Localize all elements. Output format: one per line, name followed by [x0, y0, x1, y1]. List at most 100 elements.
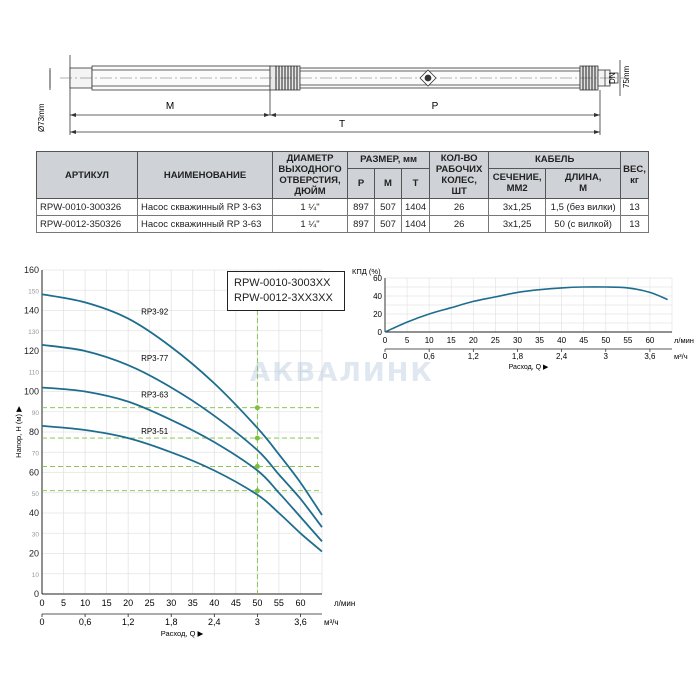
header-outlet-line: ДИАМЕТР	[286, 153, 334, 164]
x-tick-label: 60	[295, 598, 305, 608]
x-tick-label: 35	[535, 336, 544, 345]
cell-section: 3x1,25	[488, 215, 547, 233]
x2-tick-label: 3	[255, 617, 260, 627]
table-row: RPW-0012-350326 Насос скважинный RP 3-63…	[36, 215, 649, 233]
x-tick-label: 10	[80, 598, 90, 608]
header-wheels-line: РАБОЧИХ	[435, 164, 483, 175]
y-tick-label: 80	[29, 427, 39, 437]
header-size: РАЗМЕР, мм	[346, 151, 431, 169]
x2-tick-label: 3,6	[644, 352, 656, 361]
header-outlet-line: ДЮЙМ	[294, 186, 326, 197]
x2-tick-label: 1,8	[165, 617, 178, 627]
y-tick-label: 20	[29, 549, 39, 559]
series-label: RP3-63	[141, 391, 169, 400]
x2-tick-label: 1,8	[512, 352, 524, 361]
x-unit-label: л/мин	[334, 599, 355, 608]
x-tick-label: 30	[513, 336, 522, 345]
x-tick-label: 15	[102, 598, 112, 608]
header-outlet-line: ВЫХОДНОГО	[278, 164, 342, 175]
x2-tick-label: 3,6	[294, 617, 307, 627]
pump-drawing: M P T Ø73mm DN 75mm	[37, 55, 631, 135]
x2-tick-label: 1,2	[468, 352, 480, 361]
x-tick-label: 0	[383, 336, 388, 345]
operating-point	[254, 488, 260, 494]
header-cable-length-line: ДЛИНА,	[564, 172, 602, 184]
y-tick-label: 50	[32, 491, 40, 498]
header-cable-length: ДЛИНА, М	[545, 167, 622, 200]
x2-tick-label: 3	[604, 352, 609, 361]
x-tick-label: 40	[209, 598, 219, 608]
y-tick-label: 110	[29, 369, 40, 376]
y-tick-label: 90	[32, 410, 40, 417]
header-cable-length-line: М	[579, 183, 588, 195]
y-tick-label: 140	[24, 306, 39, 316]
x2-tick-label: 0	[39, 617, 44, 627]
x-tick-label: 25	[145, 598, 155, 608]
x-tick-label: 45	[231, 598, 241, 608]
dim-label-diameter: Ø73mm	[37, 103, 46, 132]
series-label: RP3-92	[141, 308, 169, 317]
x-tick-label: 5	[405, 336, 410, 345]
x-unit-label: л/мин	[674, 336, 694, 345]
y-tick-label: 60	[373, 274, 382, 283]
x-tick-label: 55	[274, 598, 284, 608]
header-wheels-line: ШТ	[451, 186, 467, 197]
models-box: RPW-0010-3003XX RPW-0012-3XX3XX	[227, 271, 345, 311]
x-tick-label: 45	[579, 336, 588, 345]
model-code: RPW-0012-3XX3XX	[234, 292, 333, 304]
x-tick-label: 50	[601, 336, 610, 345]
cell-t: 1404	[400, 215, 431, 233]
y-tick-label: 120	[24, 346, 39, 356]
x-tick-label: 0	[39, 598, 44, 608]
dim-label-dn: DN	[608, 72, 617, 84]
x2-unit-label: м³/ч	[674, 352, 688, 361]
x-tick-label: 10	[425, 336, 434, 345]
x-tick-label: 15	[447, 336, 456, 345]
operating-point	[254, 405, 260, 411]
operating-point	[254, 463, 260, 469]
header-outlet-line: ОТВЕРСТИЯ,	[279, 175, 341, 186]
x2-tick-label: 0,6	[424, 352, 436, 361]
y-tick-label: 70	[32, 450, 40, 457]
header-size-p: P	[347, 167, 375, 200]
header-wheels: КОЛ-ВО РАБОЧИХ КОЛЕС, ШТ	[429, 151, 490, 199]
x-tick-label: 5	[61, 598, 66, 608]
x-tick-label: 30	[166, 598, 176, 608]
head-curve	[41, 344, 323, 528]
cell-article: RPW-0012-350326	[36, 215, 138, 233]
x-axis-title: Расход, Q ▶	[161, 629, 205, 638]
header-weight: ВЕС, кг	[620, 151, 649, 199]
series-label: RP3-77	[141, 354, 169, 363]
y-tick-label: 10	[32, 572, 40, 579]
cell-m: 507	[374, 215, 402, 233]
y-tick-label: 40	[373, 292, 382, 301]
dim-label-p: P	[432, 101, 439, 112]
y-tick-label: 150	[28, 288, 39, 295]
spec-table: АРТИКУЛ НАИМЕНОВАНИЕ ДИАМЕТР ВЫХОДНОГО О…	[36, 151, 649, 233]
x2-tick-label: 0,6	[79, 617, 92, 627]
y-axis-title: Напор, H (м) ▶	[14, 405, 23, 458]
header-size-t: T	[400, 167, 431, 200]
cell-outlet: 1 ¼"	[272, 215, 348, 233]
x2-tick-label: 0	[383, 352, 388, 361]
cell-weight: 13	[620, 215, 649, 233]
x-tick-label: 20	[469, 336, 478, 345]
y-tick-label: 0	[34, 589, 39, 599]
dim-label-m: M	[166, 101, 174, 112]
efficiency-curve	[384, 286, 668, 333]
x2-unit-label: м³/ч	[324, 618, 339, 627]
x-tick-label: 40	[557, 336, 566, 345]
y-tick-label: 60	[29, 468, 39, 478]
head-curve	[41, 386, 323, 542]
x-axis-title: Расход, Q ▶	[509, 364, 549, 371]
header-wheels-line: КОЛ-ВО	[440, 153, 478, 164]
header-cable-section-line: СЕЧЕНИЕ,	[492, 172, 542, 184]
x2-tick-label: 2,4	[208, 617, 221, 627]
y-tick-label: 30	[32, 531, 40, 538]
y-tick-label: 130	[28, 329, 39, 336]
x2-tick-label: 2,4	[556, 352, 568, 361]
head-curve	[41, 425, 323, 553]
header-size-m: M	[374, 167, 402, 200]
header-cable-section-line: ММ2	[506, 183, 528, 195]
header-cable: КАБЕЛЬ	[488, 151, 622, 169]
